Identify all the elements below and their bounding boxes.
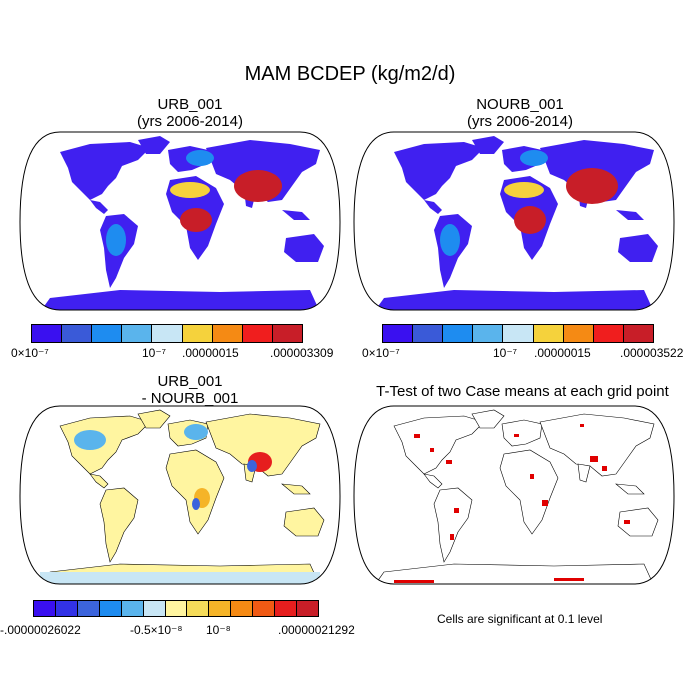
panel3-colorbar-cell <box>209 601 232 616</box>
panel3-title-line2: - NOURB_001 <box>141 390 239 407</box>
panel3-colorbar-cell <box>297 601 318 616</box>
panel3-colorbar-label-min: -.00000026022 <box>0 623 81 637</box>
panel1-map <box>19 131 341 311</box>
africa-hotspot <box>514 206 546 234</box>
sahel-band <box>504 182 544 198</box>
panel3-colorbar-cell <box>165 601 188 616</box>
panel3-title: URB_001 - NOURB_001 <box>30 373 350 407</box>
panel2-colorbar-cell <box>383 325 414 342</box>
panel1-colorbar-label: 10⁻⁷ <box>142 346 167 360</box>
panel1-colorbar-label-min: 0×10⁻⁷ <box>11 346 49 360</box>
panel4-title: T-Test of two Case means at each grid po… <box>376 383 669 400</box>
panel3-colorbar-cell <box>99 601 122 616</box>
east-asia-hotspot <box>566 168 618 204</box>
panel3-colorbar-cell <box>275 601 298 616</box>
panel2-colorbar-cell <box>593 325 624 342</box>
panel2-colorbar-label-min: 0×10⁻⁷ <box>362 346 400 360</box>
panel2-map <box>353 131 675 311</box>
sahel-band <box>170 182 210 198</box>
panel2-colorbar-cell <box>443 325 474 342</box>
europe-negative <box>184 424 208 440</box>
panel2-colorbar-cell <box>623 325 653 342</box>
panel3-colorbar-cell <box>34 601 56 616</box>
panel3-colorbar-cell <box>143 601 166 616</box>
panel1-colorbar-cell <box>122 325 153 342</box>
na-negative <box>74 430 106 450</box>
panel1-title-line2: (yrs 2006-2014) <box>137 113 243 130</box>
africa-hotspot <box>180 208 212 232</box>
panel2-colorbar-cell <box>413 325 444 342</box>
panel3-colorbar <box>33 600 319 617</box>
panel3-colorbar-cell <box>55 601 78 616</box>
panel2-colorbar-label-max: .000003522 <box>620 346 684 360</box>
panel1-colorbar-cell <box>182 325 213 342</box>
panel1-colorbar-cell <box>212 325 243 342</box>
antarctica-neutral <box>40 572 320 584</box>
africa-negative <box>192 498 200 510</box>
panel1-colorbar-cell <box>242 325 273 342</box>
panel3-title-line1: URB_001 <box>157 373 223 390</box>
panel1-colorbar-cell <box>32 325 63 342</box>
panel3-colorbar-label: -0.5×10⁻⁸ <box>130 623 183 637</box>
panel1-colorbar-cell <box>92 325 123 342</box>
main-title: MAM BCDEP (kg/m2/d) <box>244 63 456 85</box>
panel1-colorbar-label-max: .000003309 <box>270 346 334 360</box>
panel1-colorbar <box>31 324 303 343</box>
panel1-colorbar-cell <box>272 325 302 342</box>
panel3-colorbar-label-max: .00000021292 <box>278 623 355 637</box>
panel2-colorbar-cell <box>503 325 534 342</box>
europe-mid <box>186 150 214 166</box>
panel3-colorbar-cell <box>121 601 144 616</box>
significance-note: Cells are significant at 0.1 level <box>437 612 603 626</box>
asia-negative <box>247 460 257 472</box>
panel1-title: URB_001 (yrs 2006-2014) <box>30 96 350 130</box>
panel4-map <box>353 405 675 585</box>
significant-cells <box>394 424 630 583</box>
panel2-colorbar <box>382 324 654 343</box>
panel2-colorbar-label: 10⁻⁷ <box>493 346 518 360</box>
panel2-title-line1: NOURB_001 <box>476 96 564 113</box>
panel2-colorbar-cell <box>473 325 504 342</box>
panel2-colorbar-cell <box>563 325 594 342</box>
south-america-mid <box>106 224 126 256</box>
panel2-title: NOURB_001 (yrs 2006-2014) <box>360 96 680 130</box>
panel3-colorbar-cell <box>77 601 100 616</box>
south-america-mid <box>440 224 460 256</box>
panel3-colorbar-cell <box>253 601 276 616</box>
panel2-colorbar-cell <box>533 325 564 342</box>
panel3-colorbar-cell <box>231 601 254 616</box>
panel3-colorbar-cell <box>187 601 210 616</box>
panel3-map <box>19 405 341 585</box>
panel2-colorbar-label: .00000015 <box>534 346 591 360</box>
panel3-colorbar-label: 10⁻⁸ <box>206 623 231 637</box>
panel1-colorbar-label: .00000015 <box>182 346 239 360</box>
panel1-title-line1: URB_001 <box>157 96 223 113</box>
panel1-colorbar-cell <box>152 325 183 342</box>
panel2-title-line2: (yrs 2006-2014) <box>467 113 573 130</box>
east-asia-hotspot <box>234 170 282 202</box>
panel1-colorbar-cell <box>62 325 93 342</box>
europe-mid <box>520 150 548 166</box>
